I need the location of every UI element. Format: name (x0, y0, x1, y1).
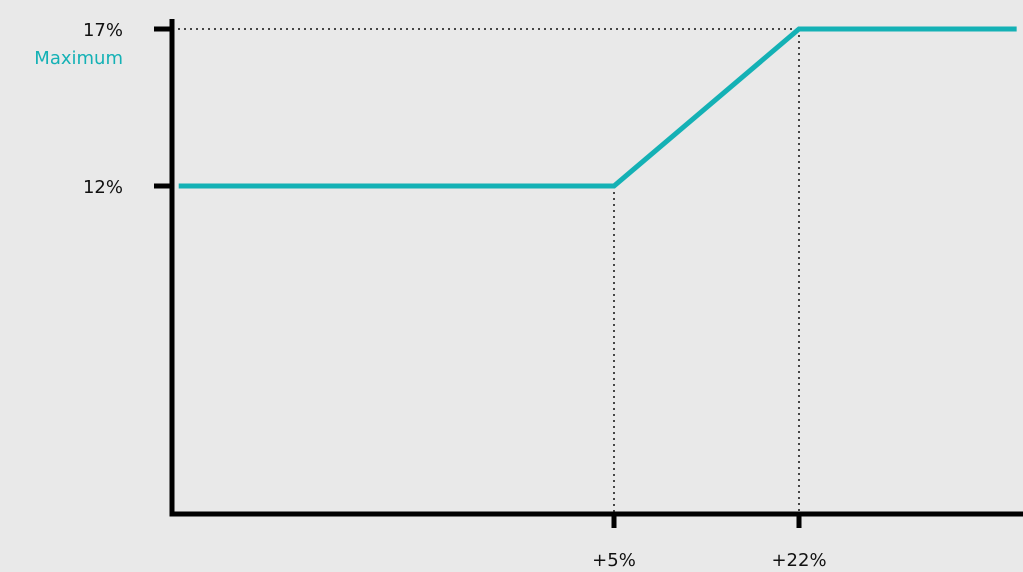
x-tick-label-1: +22% (771, 550, 826, 571)
series-layer (178, 26, 1017, 189)
y-tick-label-1: 17% (83, 20, 123, 41)
y-tick-label-0: 12% (83, 177, 123, 198)
y-annotation-maximum: Maximum (34, 48, 123, 69)
series-line-0 (178, 26, 1017, 189)
tick-labels: 12% 17% Maximum +5% +22% (34, 20, 826, 571)
x-tick-label-0: +5% (592, 550, 636, 571)
guide-lines (178, 28, 800, 514)
axes (154, 19, 1023, 528)
